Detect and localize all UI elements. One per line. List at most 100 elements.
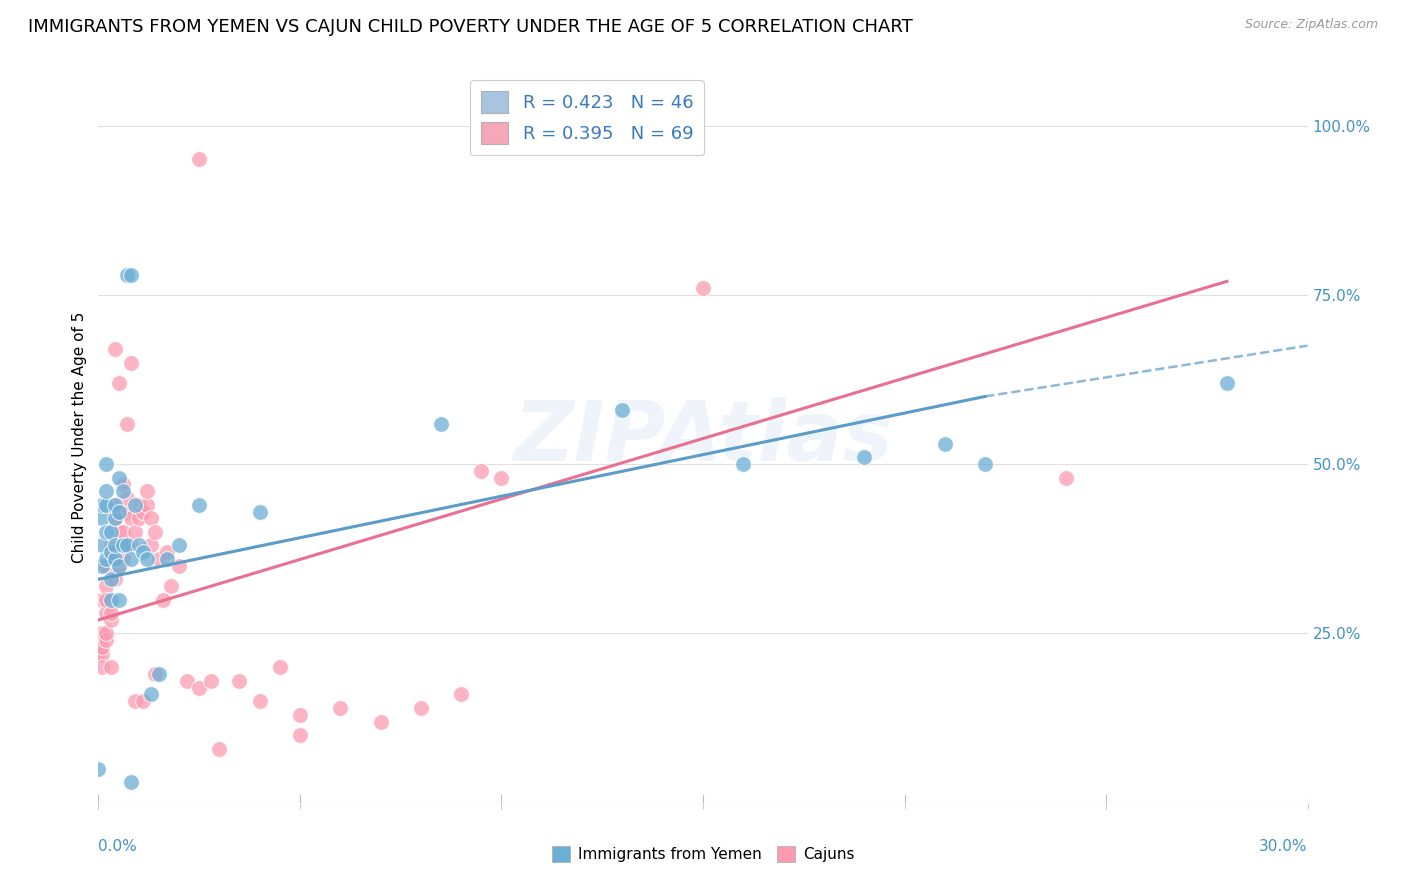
Point bbox=[91, 538, 114, 552]
Point bbox=[100, 572, 122, 586]
Point bbox=[470, 464, 492, 478]
Point bbox=[103, 342, 125, 356]
Point bbox=[111, 552, 134, 566]
Point bbox=[96, 633, 118, 648]
Point bbox=[107, 592, 129, 607]
Point bbox=[132, 694, 155, 708]
Point bbox=[91, 626, 114, 640]
Point bbox=[103, 498, 125, 512]
Point bbox=[96, 457, 118, 471]
Point bbox=[148, 552, 170, 566]
Y-axis label: Child Poverty Under the Age of 5: Child Poverty Under the Age of 5 bbox=[72, 311, 87, 563]
Text: 30.0%: 30.0% bbox=[1260, 839, 1308, 855]
Legend: Immigrants from Yemen, Cajuns: Immigrants from Yemen, Cajuns bbox=[546, 840, 860, 868]
Point bbox=[96, 558, 118, 573]
Point bbox=[124, 524, 146, 539]
Point bbox=[96, 579, 118, 593]
Point bbox=[100, 613, 122, 627]
Point bbox=[87, 762, 110, 776]
Point bbox=[853, 450, 876, 465]
Point bbox=[612, 403, 634, 417]
Point bbox=[135, 484, 157, 499]
Point bbox=[107, 471, 129, 485]
Point bbox=[692, 281, 714, 295]
Point bbox=[269, 660, 291, 674]
Point bbox=[115, 417, 138, 431]
Point bbox=[115, 491, 138, 505]
Point bbox=[491, 471, 513, 485]
Point bbox=[115, 268, 138, 282]
Point bbox=[120, 775, 142, 789]
Point bbox=[167, 538, 190, 552]
Point bbox=[100, 606, 122, 620]
Point bbox=[120, 355, 142, 369]
Point bbox=[91, 660, 114, 674]
Point bbox=[188, 498, 211, 512]
Point bbox=[107, 524, 129, 539]
Point bbox=[143, 667, 166, 681]
Point bbox=[111, 524, 134, 539]
Point bbox=[103, 572, 125, 586]
Point bbox=[96, 626, 118, 640]
Point bbox=[107, 558, 129, 573]
Point bbox=[409, 701, 432, 715]
Point bbox=[103, 552, 125, 566]
Point bbox=[100, 592, 122, 607]
Text: 0.0%: 0.0% bbox=[98, 839, 138, 855]
Point bbox=[128, 498, 150, 512]
Point bbox=[96, 498, 118, 512]
Point bbox=[132, 505, 155, 519]
Text: IMMIGRANTS FROM YEMEN VS CAJUN CHILD POVERTY UNDER THE AGE OF 5 CORRELATION CHAR: IMMIGRANTS FROM YEMEN VS CAJUN CHILD POV… bbox=[28, 18, 912, 36]
Point bbox=[156, 545, 179, 559]
Point bbox=[100, 660, 122, 674]
Point bbox=[450, 688, 472, 702]
Point bbox=[135, 498, 157, 512]
Point bbox=[91, 640, 114, 654]
Point bbox=[91, 647, 114, 661]
Point bbox=[329, 701, 352, 715]
Point bbox=[288, 707, 311, 722]
Point bbox=[135, 552, 157, 566]
Point bbox=[96, 592, 118, 607]
Point bbox=[124, 694, 146, 708]
Point bbox=[188, 153, 211, 167]
Point bbox=[111, 538, 134, 552]
Point bbox=[87, 647, 110, 661]
Point bbox=[208, 741, 231, 756]
Point bbox=[120, 268, 142, 282]
Point bbox=[148, 667, 170, 681]
Point bbox=[152, 592, 174, 607]
Point bbox=[249, 694, 271, 708]
Point bbox=[91, 498, 114, 512]
Point bbox=[100, 552, 122, 566]
Point bbox=[115, 538, 138, 552]
Point bbox=[1216, 376, 1239, 390]
Point bbox=[167, 558, 190, 573]
Point bbox=[156, 552, 179, 566]
Point bbox=[103, 538, 125, 552]
Point bbox=[249, 505, 271, 519]
Point bbox=[139, 538, 162, 552]
Point bbox=[143, 524, 166, 539]
Point bbox=[96, 552, 118, 566]
Point bbox=[974, 457, 997, 471]
Text: ZIPAtlas: ZIPAtlas bbox=[513, 397, 893, 477]
Point bbox=[111, 484, 134, 499]
Point bbox=[733, 457, 755, 471]
Point bbox=[124, 498, 146, 512]
Point bbox=[103, 511, 125, 525]
Point bbox=[107, 505, 129, 519]
Point bbox=[200, 673, 222, 688]
Point bbox=[1054, 471, 1077, 485]
Text: Source: ZipAtlas.com: Source: ZipAtlas.com bbox=[1244, 18, 1378, 31]
Point bbox=[100, 545, 122, 559]
Point bbox=[288, 728, 311, 742]
Point bbox=[139, 511, 162, 525]
Point bbox=[96, 484, 118, 499]
Point bbox=[176, 673, 198, 688]
Point bbox=[188, 681, 211, 695]
Point bbox=[107, 558, 129, 573]
Point bbox=[111, 477, 134, 491]
Point bbox=[128, 511, 150, 525]
Point bbox=[132, 545, 155, 559]
